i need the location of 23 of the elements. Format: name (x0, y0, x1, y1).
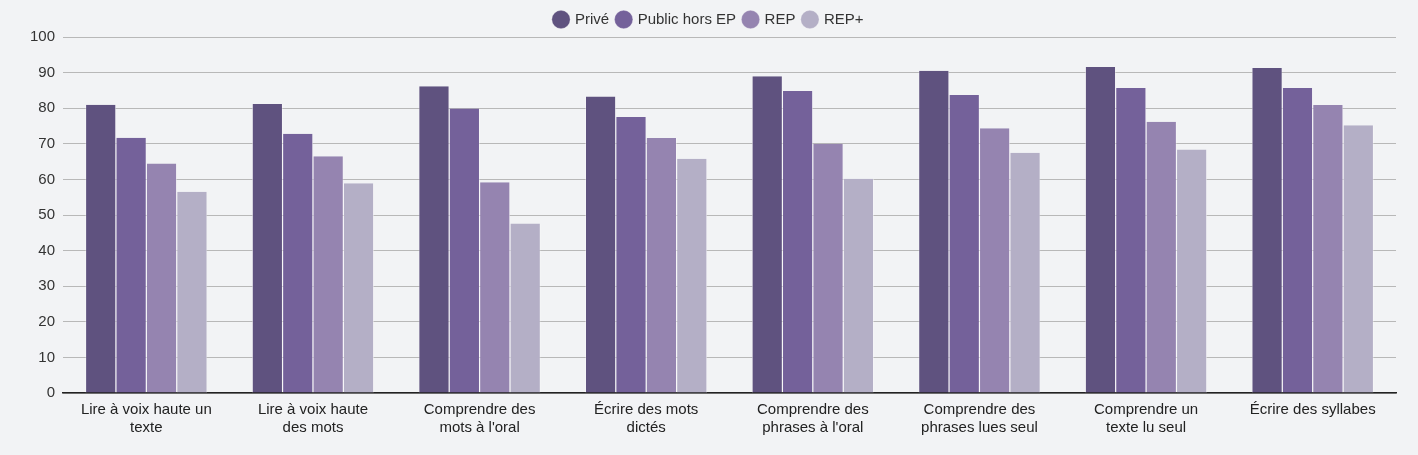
x-tick-label: Écrire des syllabes (1249, 400, 1376, 418)
x-tick-label: Écrire des mots dictés (594, 400, 699, 436)
legend-label: Public hors EP (637, 9, 737, 27)
y-tick-label: 20 (38, 311, 56, 329)
y-tick-label: 90 (38, 62, 56, 80)
y-tick-label: 80 (38, 98, 56, 116)
y-tick-label: 10 (38, 347, 56, 365)
legend-label: Privé (575, 9, 610, 27)
legend-label: REP (764, 9, 796, 27)
x-tick-label: Comprendre des mots à l'oral (423, 400, 536, 436)
x-tick-label: Lire à voix haute un texte (80, 400, 212, 436)
y-tick-label: 50 (38, 205, 56, 223)
y-tick-label: 60 (38, 169, 56, 187)
legend-label: REP+ (823, 9, 864, 27)
x-tick-label: Lire à voix haute des mots (257, 400, 368, 436)
y-tick-label: 30 (38, 276, 56, 294)
x-tick-label: Comprendre des phrases à l'oral (756, 400, 869, 436)
x-tick-label: Comprendre un texte lu seul (1093, 400, 1199, 436)
y-tick-label: 40 (38, 240, 56, 258)
y-tick-label: 0 (46, 383, 56, 401)
y-tick-label: 100 (30, 27, 56, 45)
y-tick-label: 70 (38, 133, 56, 151)
x-tick-label: Comprendre des phrases lues seul (921, 400, 1038, 436)
